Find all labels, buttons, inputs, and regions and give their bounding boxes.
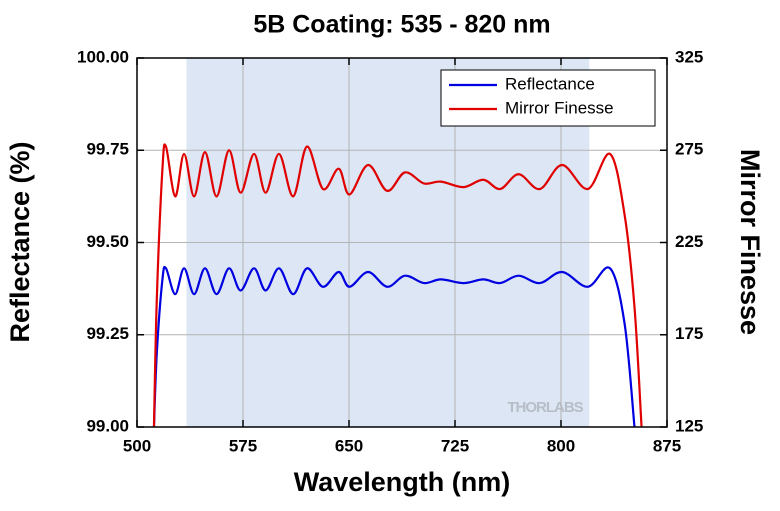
y2-tick-label: 225 bbox=[675, 232, 703, 251]
x-axis-label: Wavelength (nm) bbox=[294, 467, 511, 497]
x-tick-label: 800 bbox=[547, 436, 575, 455]
y2-tick-label: 125 bbox=[675, 416, 703, 435]
chart-title: 5B Coating: 535 - 820 nm bbox=[253, 11, 550, 39]
plot-frame bbox=[136, 57, 668, 428]
y2-tick-label: 325 bbox=[675, 47, 703, 66]
y-axis-label: Reflectance (%) bbox=[5, 141, 35, 342]
legend-box bbox=[440, 69, 656, 127]
legend-label: Mirror Finesse bbox=[505, 98, 614, 117]
x-tick-label: 500 bbox=[123, 436, 151, 455]
x-tick-label: 875 bbox=[653, 436, 681, 455]
watermark: THORLABS bbox=[507, 399, 583, 416]
series-line bbox=[152, 143, 643, 427]
y-tick-label: 99.00 bbox=[86, 416, 129, 435]
x-tick-label: 725 bbox=[441, 436, 469, 455]
y2-tick-label: 275 bbox=[675, 140, 703, 159]
y-tick-label: 99.25 bbox=[86, 324, 129, 343]
series-line bbox=[152, 265, 636, 427]
x-tick-label: 650 bbox=[335, 436, 363, 455]
y-tick-label: 99.75 bbox=[86, 140, 129, 159]
y2-axis-label: Mirror Finesse bbox=[735, 149, 765, 335]
plot-lines bbox=[152, 143, 643, 427]
y2-tick-label: 175 bbox=[675, 324, 703, 343]
y-tick-label: 100.00 bbox=[77, 47, 129, 66]
y-tick-label: 99.50 bbox=[86, 232, 129, 251]
legend-label: Reflectance bbox=[505, 74, 595, 93]
x-tick-label: 575 bbox=[229, 436, 257, 455]
